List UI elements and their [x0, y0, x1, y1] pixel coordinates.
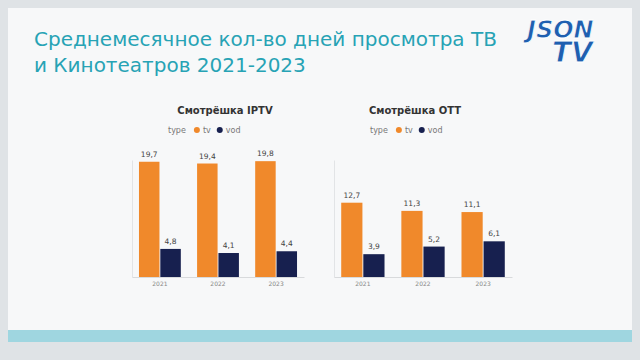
legend-label: tv [203, 126, 211, 135]
logo-text: TV [552, 36, 595, 69]
legend-marker [396, 127, 402, 133]
tick: 2021 [152, 277, 167, 287]
bar [277, 251, 297, 277]
legend-label: tv [405, 126, 413, 135]
bar [401, 211, 422, 277]
axis-line [334, 161, 335, 278]
data-label: 3,9 [368, 242, 380, 251]
data-label: 6,1 [488, 229, 500, 238]
tick-label: 2021 [355, 280, 370, 287]
chart-title: Смотрёшка IPTV [177, 105, 273, 116]
tick-label: 2023 [475, 280, 490, 287]
bar [484, 241, 505, 277]
bar [423, 247, 444, 277]
x-axis: 2021 2022 2023 [133, 277, 305, 287]
chart-title: Смотрёшка OTT [369, 105, 461, 116]
title: Среднемесячное кол-во дней просмотра ТВ … [34, 26, 504, 78]
chart: Смотрёшка OTT type tv vod 12,7 11,3 11,1 3,9 5,2… [335, 105, 513, 287]
tick-label: 2021 [152, 280, 167, 287]
tick: 2023 [268, 277, 283, 287]
bar [363, 254, 384, 277]
data-label: 5,2 [428, 235, 440, 244]
bars [139, 161, 297, 277]
bar [139, 162, 159, 277]
slide-strip [8, 330, 632, 342]
legend-marker [194, 127, 200, 133]
bars [341, 203, 505, 277]
data-label: 11,1 [464, 200, 481, 209]
logo: JSONTV [523, 16, 595, 69]
tick-label: 2022 [415, 280, 430, 287]
legend-title: type [370, 126, 388, 135]
tick: 2023 [475, 277, 490, 287]
slide [8, 8, 632, 336]
bar [218, 253, 238, 277]
tick: 2022 [210, 277, 225, 287]
data-label: 12,7 [343, 191, 360, 200]
x-axis: 2021 2022 2023 [335, 277, 513, 287]
legend-title: type [168, 126, 186, 135]
bar [160, 249, 180, 277]
axis-line [132, 161, 133, 278]
tick: 2022 [415, 277, 430, 287]
bar [197, 164, 217, 277]
legend-marker [419, 127, 425, 133]
data-labels: 19,7 19,4 19,8 4,8 4,1 4,4 [141, 149, 293, 250]
data-label: 4,8 [165, 237, 177, 246]
bar [341, 203, 362, 277]
tick: 2021 [355, 277, 370, 287]
data-labels: 12,7 11,3 11,1 3,9 5,2 6,1 [343, 191, 500, 251]
bar [461, 212, 482, 277]
axis-line [133, 277, 305, 278]
chart: Смотрёшка IPTV type tv vod 19,7 19,4 19,8 4,8 4,… [133, 105, 305, 287]
legend: type tv vod [168, 126, 240, 135]
axis-line [335, 277, 513, 278]
tick-label: 2022 [210, 280, 225, 287]
y-axis [334, 161, 335, 278]
data-label: 11,3 [404, 199, 421, 208]
tick-label: 2023 [268, 280, 283, 287]
data-label: 19,7 [141, 150, 158, 159]
legend-label: vod [428, 126, 443, 135]
legend-label: vod [226, 126, 241, 135]
data-label: 4,4 [281, 239, 293, 248]
legend: type tv vod [370, 126, 442, 135]
legend-marker [217, 127, 223, 133]
data-label: 19,4 [199, 152, 216, 161]
y-axis [132, 161, 133, 278]
data-label: 4,1 [223, 241, 235, 250]
bar [255, 161, 275, 277]
data-label: 19,8 [257, 149, 274, 158]
